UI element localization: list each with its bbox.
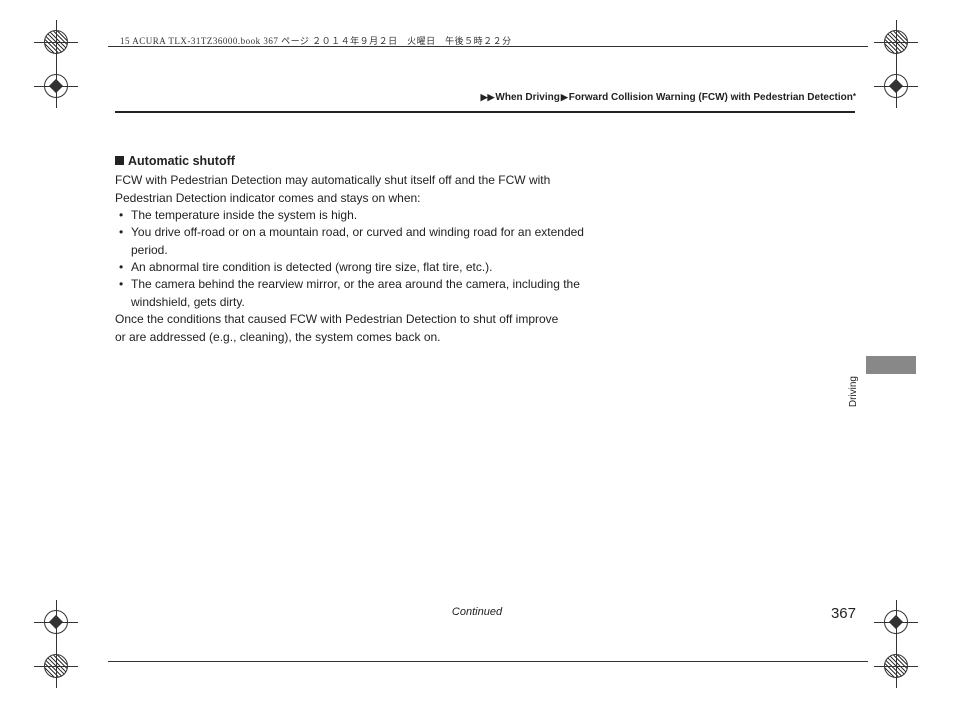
intro-line-1: FCW with Pedestrian Detection may automa… <box>115 172 615 189</box>
breadcrumb-part-2: Forward Collision Warning (FCW) with Ped… <box>569 92 853 103</box>
footer-rule <box>108 661 868 662</box>
reg-mark-bl2 <box>26 592 86 652</box>
outro-line-2: or are addressed (e.g., cleaning), the s… <box>115 329 615 346</box>
section-tab <box>866 356 916 374</box>
breadcrumb-part-1: When Driving <box>495 92 559 103</box>
section-tab-label: Driving <box>848 376 859 407</box>
body-content: Automatic shutoff FCW with Pedestrian De… <box>115 152 615 346</box>
header-meta-text: 15 ACURA TLX-31TZ36000.book 367 ページ ２０１４… <box>120 34 512 47</box>
breadcrumb-rule <box>115 111 855 113</box>
reg-mark-tl2 <box>26 56 86 116</box>
continued-label: Continued <box>452 606 502 618</box>
breadcrumb: ▶▶When Driving▶Forward Collision Warning… <box>480 92 856 103</box>
breadcrumb-arrow-icon: ▶▶ <box>481 92 495 103</box>
list-item: An abnormal tire condition is detected (… <box>115 259 615 276</box>
page-number: 367 <box>831 605 856 622</box>
section-title: Automatic shutoff <box>115 152 615 170</box>
outro-line-1: Once the conditions that caused FCW with… <box>115 311 615 328</box>
square-bullet-icon <box>115 156 124 165</box>
breadcrumb-footnote-star: * <box>853 92 856 101</box>
breadcrumb-arrow-icon: ▶ <box>561 92 568 103</box>
list-item: The camera behind the rearview mirror, o… <box>115 276 615 311</box>
bullet-list: The temperature inside the system is hig… <box>115 207 615 311</box>
list-item: The temperature inside the system is hig… <box>115 207 615 224</box>
reg-mark-tr2 <box>866 56 926 116</box>
intro-line-2: Pedestrian Detection indicator comes and… <box>115 190 615 207</box>
list-item: You drive off-road or on a mountain road… <box>115 224 615 259</box>
section-title-text: Automatic shutoff <box>128 154 235 168</box>
reg-mark-br2 <box>866 592 926 652</box>
